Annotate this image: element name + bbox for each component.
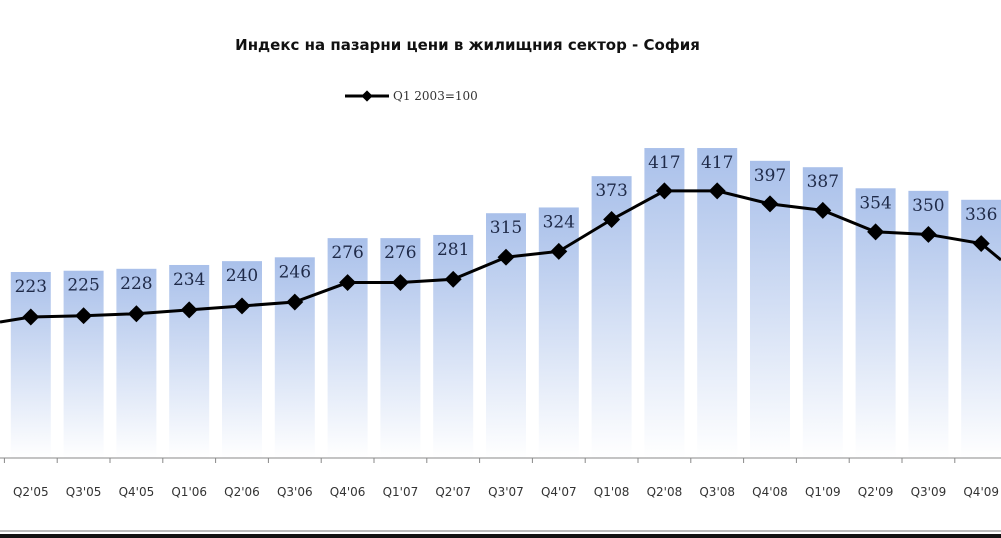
legend: Q1 2003=100	[345, 89, 478, 103]
x-tick-label: Q1'06	[171, 485, 207, 499]
legend-line-marker-icon	[345, 90, 389, 102]
line-point	[972, 235, 990, 253]
data-label: 350	[912, 196, 944, 216]
bar	[697, 148, 738, 459]
x-tick-label: Q4'08	[752, 485, 788, 499]
data-label: 417	[701, 153, 733, 173]
line-point	[919, 225, 937, 243]
x-tick-label: Q2'08	[647, 485, 683, 499]
bar	[433, 234, 474, 458]
line-point	[550, 242, 568, 260]
line-point	[180, 301, 198, 319]
x-tick-label: Q1'09	[805, 485, 841, 499]
data-label: 240	[226, 266, 258, 286]
data-label: 234	[173, 270, 205, 290]
line-point	[655, 182, 673, 200]
x-tick-label: Q1'08	[594, 485, 630, 499]
bar	[222, 261, 262, 458]
x-tick-label: Q4'06	[330, 485, 366, 499]
data-label: 373	[595, 181, 627, 201]
data-label: 315	[490, 218, 522, 238]
data-label: 417	[648, 153, 680, 173]
data-label: 246	[279, 262, 311, 282]
data-label: 225	[67, 276, 99, 296]
x-tick-label: Q2'05	[13, 485, 49, 499]
line-point	[127, 305, 145, 323]
bar	[274, 257, 315, 458]
line-point	[286, 293, 304, 311]
line-point	[761, 195, 779, 213]
data-label: 336	[965, 205, 997, 225]
x-tick-label: Q3'08	[699, 485, 735, 499]
line-point	[867, 223, 885, 241]
x-tick-label: Q4'05	[119, 485, 155, 499]
x-tick-label: Q3'07	[488, 485, 524, 499]
bar	[380, 238, 421, 458]
line-point	[814, 201, 832, 219]
legend-label: Q1 2003=100	[393, 89, 478, 103]
line-point	[444, 270, 462, 288]
x-tick-label: Q1'07	[383, 485, 419, 499]
data-label: 354	[859, 193, 891, 213]
x-tick-label: Q3'09	[911, 485, 947, 499]
line-point	[233, 297, 251, 315]
x-tick-label: Q2'09	[858, 485, 894, 499]
x-tick-label: Q3'06	[277, 485, 313, 499]
data-label: 276	[331, 243, 363, 263]
data-label: 281	[437, 240, 469, 260]
x-tick-label: Q4'07	[541, 485, 577, 499]
chart-title: Индекс на пазарни цени в жилищния сектор…	[235, 36, 700, 54]
data-label: 387	[807, 172, 839, 192]
data-label: 397	[754, 166, 786, 186]
bar	[169, 264, 210, 458]
data-label: 276	[384, 243, 416, 263]
line-point	[708, 182, 726, 200]
x-tick-label: Q2'06	[224, 485, 260, 499]
line-point	[391, 274, 409, 292]
x-tick-label: Q2'07	[435, 485, 471, 499]
bar	[327, 238, 368, 458]
x-tick-label: Q4'09	[963, 485, 999, 499]
x-tick-label: Q3'05	[66, 485, 102, 499]
line-point	[75, 307, 93, 325]
frame-border	[0, 530, 1001, 538]
data-label: 228	[120, 274, 152, 294]
data-label: 223	[15, 277, 47, 297]
bar	[63, 270, 104, 458]
line-point	[497, 248, 515, 266]
bar	[116, 268, 157, 458]
bar	[10, 272, 51, 458]
data-label: 324	[543, 212, 575, 232]
line-point	[603, 211, 621, 228]
line-point	[339, 274, 357, 292]
